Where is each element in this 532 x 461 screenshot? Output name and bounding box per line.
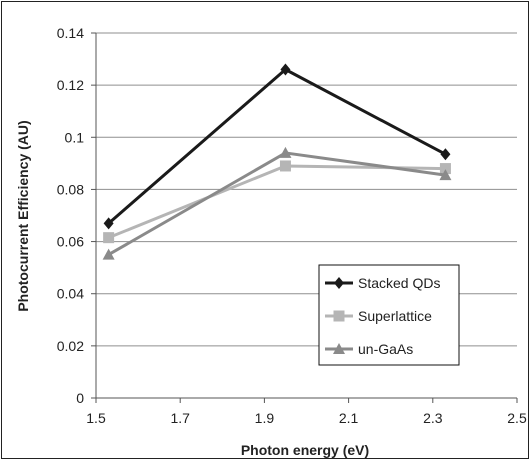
series-superlattice bbox=[103, 160, 451, 244]
y-tick-label: 0.14 bbox=[57, 25, 84, 41]
legend-marker bbox=[333, 310, 345, 322]
data-point bbox=[439, 169, 452, 181]
legend-marker bbox=[334, 277, 344, 289]
legend-marker bbox=[333, 343, 345, 354]
legend-item: Superlattice bbox=[325, 308, 432, 324]
x-tick-label: 2.1 bbox=[339, 410, 359, 426]
x-tick-label: 1.5 bbox=[86, 410, 106, 426]
axes bbox=[91, 32, 518, 403]
x-tick-labels: 1.5 1.7 1.9 2.1 2.3 2.5 bbox=[86, 410, 527, 426]
legend-item: un-GaAs bbox=[325, 341, 413, 357]
legend-label: Stacked QDs bbox=[358, 275, 440, 291]
legend-item: Stacked QDs bbox=[325, 275, 440, 291]
y-axis-title: Photocurrent Efficiency (AU) bbox=[15, 120, 31, 311]
legend-label: un-GaAs bbox=[358, 341, 413, 357]
y-tick-labels: 0 0.02 0.04 0.06 0.08 0.1 0.12 0.14 bbox=[57, 25, 84, 406]
data-point bbox=[279, 146, 292, 158]
data-point bbox=[440, 148, 451, 161]
y-tick-label: 0.12 bbox=[57, 77, 84, 93]
series-group bbox=[102, 63, 452, 260]
y-tick-label: 0.08 bbox=[57, 181, 84, 197]
x-tick-label: 1.7 bbox=[170, 410, 190, 426]
series-un-gaas bbox=[102, 146, 452, 260]
x-tick-label: 2.3 bbox=[423, 410, 443, 426]
y-tick-label: 0 bbox=[76, 390, 84, 406]
data-point bbox=[103, 217, 114, 230]
legend: Stacked QDs Superlattice un-GaAs bbox=[318, 264, 460, 366]
y-tick-label: 0.02 bbox=[57, 338, 84, 354]
data-point bbox=[439, 163, 451, 175]
series-stacked-qds bbox=[103, 63, 451, 230]
x-tick-label: 1.9 bbox=[255, 410, 275, 426]
data-point bbox=[280, 63, 291, 76]
series-line bbox=[107, 68, 447, 225]
x-tick-label: 2.5 bbox=[507, 410, 527, 426]
data-point bbox=[103, 232, 115, 244]
y-tick-label: 0.1 bbox=[65, 129, 85, 145]
data-point bbox=[102, 248, 115, 260]
y-tick-label: 0.06 bbox=[57, 234, 84, 250]
y-tick-label: 0.04 bbox=[57, 286, 84, 302]
legend-label: Superlattice bbox=[358, 308, 432, 324]
data-point bbox=[279, 160, 291, 172]
x-axis-title: Photon energy (eV) bbox=[241, 442, 369, 458]
